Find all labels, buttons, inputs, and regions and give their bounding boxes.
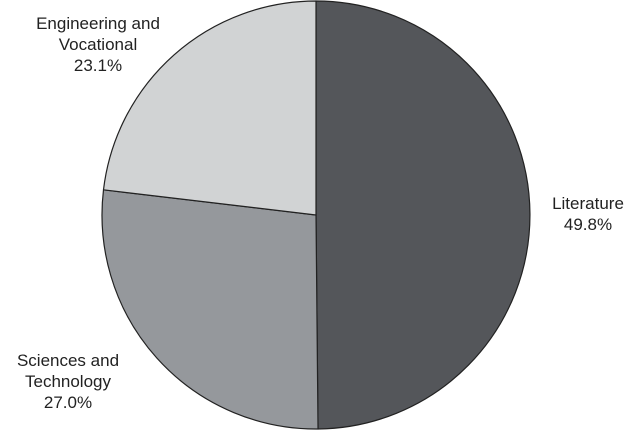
slice-name-line: Sciences and [17,351,119,370]
slice-name-line: Literature [552,194,624,213]
slice-labels: Literature 49.8% Sciences and Technology 27.… [17,14,624,412]
slice-name-line: Vocational [59,35,137,54]
slice-name-line: Technology [25,372,112,391]
slice-value-label: 49.8% [564,215,612,234]
slice-value-label: 23.1% [74,56,122,75]
slice-label-2: Engineering and Vocational 23.1% [36,14,160,75]
slice-label-1: Sciences and Technology 27.0% [17,351,119,412]
slice-value-label: 27.0% [44,393,92,412]
pie-slice-0 [315,0,531,430]
pie-slices [101,0,531,430]
pie-slice-1 [101,189,319,430]
slice-name-line: Engineering and [36,14,160,33]
slice-label-0: Literature 49.8% [552,194,624,234]
pie-slice-2 [102,0,317,216]
